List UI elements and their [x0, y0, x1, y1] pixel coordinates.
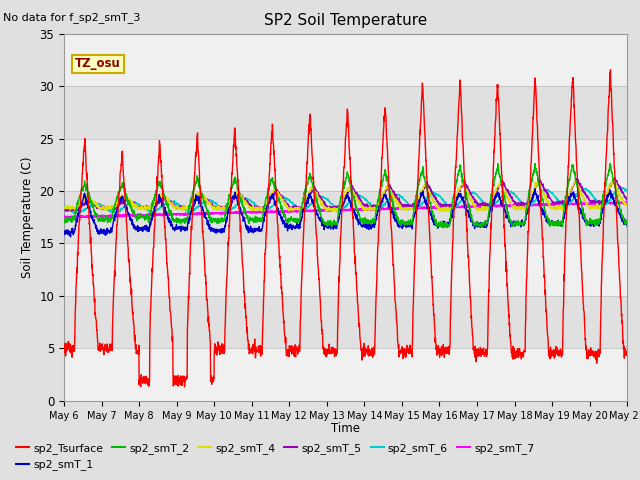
- Text: TZ_osu: TZ_osu: [76, 58, 121, 71]
- Bar: [64, 139, 627, 191]
- Text: No data for f_sp2_smT_3: No data for f_sp2_smT_3: [3, 12, 141, 23]
- Bar: [64, 348, 627, 401]
- Title: SP2 Soil Temperature: SP2 Soil Temperature: [264, 13, 428, 28]
- X-axis label: Time: Time: [331, 422, 360, 435]
- Bar: [64, 243, 627, 296]
- Y-axis label: Soil Temperature (C): Soil Temperature (C): [21, 156, 34, 278]
- Bar: [64, 34, 627, 86]
- Legend: sp2_Tsurface, sp2_smT_1, sp2_smT_2, sp2_smT_4, sp2_smT_5, sp2_smT_6, sp2_smT_7: sp2_Tsurface, sp2_smT_1, sp2_smT_2, sp2_…: [12, 439, 538, 475]
